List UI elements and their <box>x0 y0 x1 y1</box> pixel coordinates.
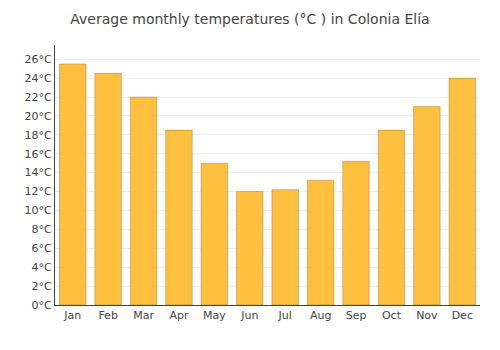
svg-text:Sep: Sep <box>346 309 367 322</box>
svg-text:20°C: 20°C <box>25 110 52 123</box>
svg-text:16°C: 16°C <box>25 148 52 161</box>
svg-text:Jan: Jan <box>63 309 81 322</box>
svg-text:18°C: 18°C <box>25 129 52 142</box>
svg-text:Jun: Jun <box>240 309 258 322</box>
svg-text:6°C: 6°C <box>32 242 52 255</box>
svg-text:Mar: Mar <box>133 309 154 322</box>
svg-text:14°C: 14°C <box>25 166 52 179</box>
svg-text:10°C: 10°C <box>25 204 52 217</box>
svg-text:Average monthly temperatures (: Average monthly temperatures (°C ) in Co… <box>70 11 429 27</box>
svg-text:8°C: 8°C <box>32 223 52 236</box>
svg-text:Feb: Feb <box>98 309 117 322</box>
svg-text:Jul: Jul <box>278 309 292 322</box>
svg-text:2°C: 2°C <box>32 280 52 293</box>
svg-text:26°C: 26°C <box>25 53 52 66</box>
svg-text:24°C: 24°C <box>25 72 52 85</box>
svg-text:Nov: Nov <box>416 309 438 322</box>
svg-text:May: May <box>203 309 226 322</box>
svg-text:4°C: 4°C <box>32 261 52 274</box>
svg-text:22°C: 22°C <box>25 91 52 104</box>
svg-text:Dec: Dec <box>452 309 473 322</box>
svg-text:0°C: 0°C <box>32 299 52 312</box>
svg-text:Oct: Oct <box>382 309 402 322</box>
svg-text:Apr: Apr <box>169 309 189 322</box>
svg-text:Aug: Aug <box>310 309 331 322</box>
svg-text:12°C: 12°C <box>25 185 52 198</box>
